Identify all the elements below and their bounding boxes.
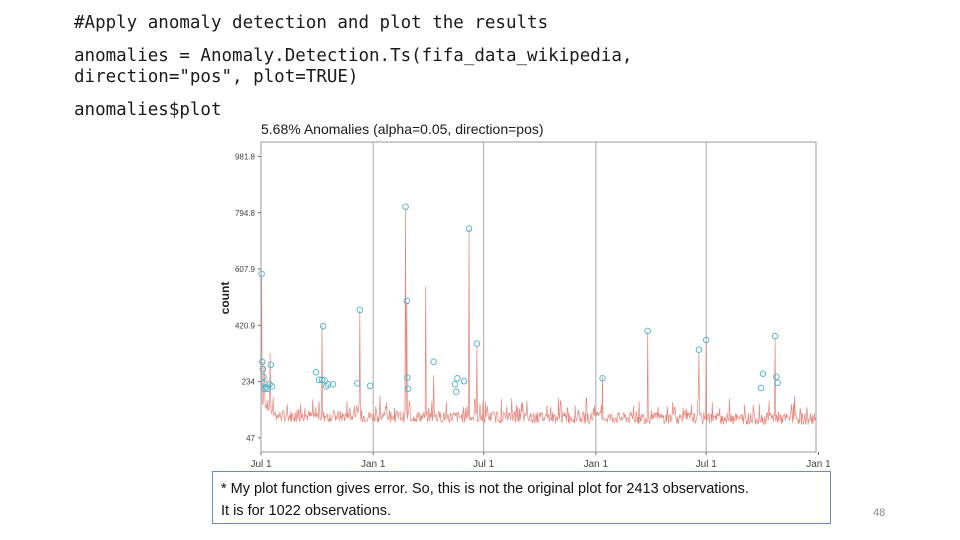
anomaly-point [759, 370, 767, 377]
anomaly-point [452, 388, 460, 396]
anomaly-point [324, 381, 332, 388]
anomaly-point [258, 270, 265, 278]
x-tick-label: Jan 1 [806, 459, 830, 470]
x-tick-label: Jul 1 [250, 459, 272, 470]
y-axis-label: count [218, 282, 232, 315]
code-line-call: anomalies = Anomaly.Detection.Ts(fifa_da… [74, 46, 633, 66]
anomaly-point [404, 374, 411, 381]
anomaly-chart: 5.68% Anomalies (alpha=0.05, direction=p… [218, 121, 830, 470]
note-line-2: It is for 1022 observations. [221, 503, 392, 519]
x-tick-label: Jan 1 [584, 459, 609, 470]
anomaly-point [261, 385, 268, 393]
y-tick-label: 47 [246, 434, 255, 443]
anomaly-point [771, 332, 779, 340]
anomaly-point [323, 383, 330, 390]
anomaly-point [773, 373, 780, 381]
anomaly-point [774, 379, 781, 387]
anomaly-point [757, 384, 765, 392]
anomaly-point [702, 336, 710, 344]
note-box: * My plot function gives error. So, this… [212, 471, 831, 524]
y-tick-label: 234 [242, 378, 256, 387]
grid-lines [372, 142, 707, 452]
code-line-plot: anomalies$plot [74, 100, 222, 120]
y-tick-label: 420.9 [235, 321, 256, 330]
x-tick-label: Jul 1 [473, 459, 495, 470]
page-number: 48 [873, 507, 886, 519]
count-series-line [260, 208, 816, 426]
anomaly-point [356, 306, 364, 314]
y-axis-ticks: 47 234 420.9 607.9 794.8 981.8 [235, 153, 261, 443]
anomaly-point [473, 340, 481, 347]
x-tick-label: Jan 1 [361, 459, 386, 470]
x-axis-ticks: Jul 1 Jan 1 Jul 1 Jan 1 Jul 1 Jan 1 [250, 452, 830, 470]
anomaly-point [329, 381, 337, 388]
anomaly-point [454, 375, 461, 382]
anomaly-point [644, 327, 651, 335]
anomaly-point [403, 297, 411, 305]
anomaly-point [404, 385, 412, 393]
anomaly-point [319, 322, 327, 330]
chart-title: 5.68% Anomalies (alpha=0.05, direction=p… [261, 121, 544, 137]
code-line-comment: #Apply anomaly detection and plot the re… [74, 13, 549, 33]
y-tick-label: 981.8 [235, 153, 256, 162]
anomaly-point [599, 375, 606, 382]
anomaly-point [321, 377, 328, 384]
anomaly-point [695, 346, 703, 353]
anomaly-point [318, 376, 326, 384]
anomaly-point [268, 383, 276, 390]
plot-panel-border [260, 141, 817, 453]
x-tick-label: Jul 1 [696, 459, 718, 470]
anomaly-point [259, 365, 267, 373]
anomaly-point [312, 368, 320, 376]
anomaly-point [354, 380, 361, 387]
anomaly-point [402, 203, 409, 210]
code-line-args: direction="pos", plot=TRUE) [74, 67, 359, 87]
anomaly-point [451, 381, 459, 388]
y-tick-label: 794.8 [235, 209, 256, 218]
anomaly-points [258, 203, 781, 396]
note-line-1: * My plot function gives error. So, this… [221, 481, 749, 497]
anomaly-point [465, 225, 473, 232]
anomaly-point [460, 378, 468, 385]
anomaly-point [267, 361, 275, 368]
anomaly-point [430, 358, 437, 365]
anomaly-point [258, 358, 266, 365]
y-tick-label: 607.9 [235, 265, 256, 274]
anomaly-point [366, 382, 374, 390]
